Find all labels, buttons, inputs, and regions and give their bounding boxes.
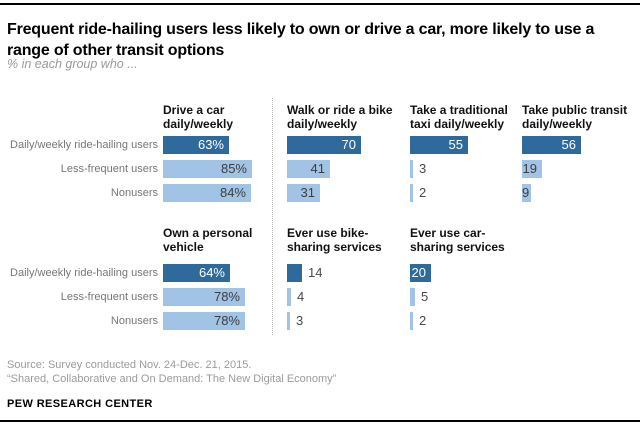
bar-value-label: 2 bbox=[419, 185, 427, 200]
pew-research-center-wordmark: PEW RESEARCH CENTER bbox=[7, 398, 153, 410]
bar: 41 bbox=[287, 160, 330, 178]
bar: 19 bbox=[522, 160, 542, 178]
bar: 3 bbox=[287, 312, 303, 330]
bar: 78% bbox=[163, 288, 245, 306]
bar: 31 bbox=[287, 184, 320, 202]
bar-value-label: 55 bbox=[448, 137, 463, 152]
chart-subtitle: % in each group who ... bbox=[7, 57, 138, 71]
panel-header: Take public transit daily/weekly bbox=[522, 103, 628, 131]
source-note-line2: “Shared, Collaborative and On Demand: Th… bbox=[7, 373, 337, 385]
bar-value-label: 19 bbox=[522, 161, 537, 176]
bar: 85% bbox=[163, 160, 252, 178]
bar-value-label: 63% bbox=[197, 137, 224, 152]
panel-divider-dotted-line bbox=[272, 98, 273, 335]
row-label-daily-weekly-ride-hailing-users: Daily/weekly ride-hailing users bbox=[10, 267, 158, 279]
bar-value-label: 78% bbox=[213, 289, 240, 304]
bar-value-label: 85% bbox=[220, 161, 247, 176]
panel-header: Ever use car- sharing services bbox=[410, 226, 505, 254]
row-label-less-frequent-users: Less-frequent users bbox=[60, 163, 158, 175]
bar-value-label: 2 bbox=[419, 313, 427, 328]
bar: 20 bbox=[410, 264, 431, 282]
row-label-less-frequent-users: Less-frequent users bbox=[60, 291, 158, 303]
top-rule bbox=[0, 3, 640, 5]
bar: 56 bbox=[522, 136, 581, 154]
source-note-line1: Source: Survey conducted Nov. 24-Dec. 21… bbox=[7, 359, 252, 371]
bar-value-label: 3 bbox=[296, 313, 304, 328]
bar-value-label: 5 bbox=[421, 289, 429, 304]
row-label-nonusers: Nonusers bbox=[110, 187, 158, 199]
panel-header: Own a personal vehicle bbox=[163, 226, 253, 254]
bar-value-label: 56 bbox=[561, 137, 576, 152]
bar-value-label: 20 bbox=[411, 265, 426, 280]
row-label-daily-weekly-ride-hailing-users: Daily/weekly ride-hailing users bbox=[10, 139, 158, 151]
panel-header: Ever use bike- sharing services bbox=[287, 226, 382, 254]
bar: 2 bbox=[410, 184, 426, 202]
bar-value-label: 9 bbox=[522, 185, 530, 200]
bar: 78% bbox=[163, 312, 245, 330]
bar: 3 bbox=[410, 160, 426, 178]
bar-value-label: 31 bbox=[300, 185, 315, 200]
bar: 2 bbox=[410, 312, 426, 330]
bar: 5 bbox=[410, 288, 428, 306]
bar-value-label: 78% bbox=[213, 313, 240, 328]
bar: 14 bbox=[287, 264, 322, 282]
bar: 84% bbox=[163, 184, 251, 202]
panel-header: Take a traditional taxi daily/weekly bbox=[410, 103, 508, 131]
bar-value-label: 70 bbox=[341, 137, 356, 152]
bar-value-label: 64% bbox=[198, 265, 225, 280]
bar: 63% bbox=[163, 136, 229, 154]
chart-area: Daily/weekly ride-hailing users Less-freq… bbox=[0, 98, 640, 338]
bar: 70 bbox=[287, 136, 361, 154]
bar: 64% bbox=[163, 264, 230, 282]
bar-value-label: 84% bbox=[219, 185, 246, 200]
bar-value-label: 41 bbox=[310, 161, 325, 176]
bar: 4 bbox=[287, 288, 304, 306]
panel-header: Drive a car daily/weekly bbox=[163, 103, 234, 131]
bar-value-label: 3 bbox=[419, 161, 427, 176]
page-title: Frequent ride-hailing users less likely … bbox=[7, 20, 595, 59]
bar-value-label: 14 bbox=[308, 265, 323, 280]
bar: 55 bbox=[410, 136, 468, 154]
panel-header: Walk or ride a bike daily/weekly bbox=[287, 103, 393, 131]
bar-value-label: 4 bbox=[297, 289, 305, 304]
row-label-nonusers: Nonusers bbox=[110, 315, 158, 327]
bottom-rule bbox=[0, 420, 640, 422]
bar: 9 bbox=[522, 184, 531, 202]
